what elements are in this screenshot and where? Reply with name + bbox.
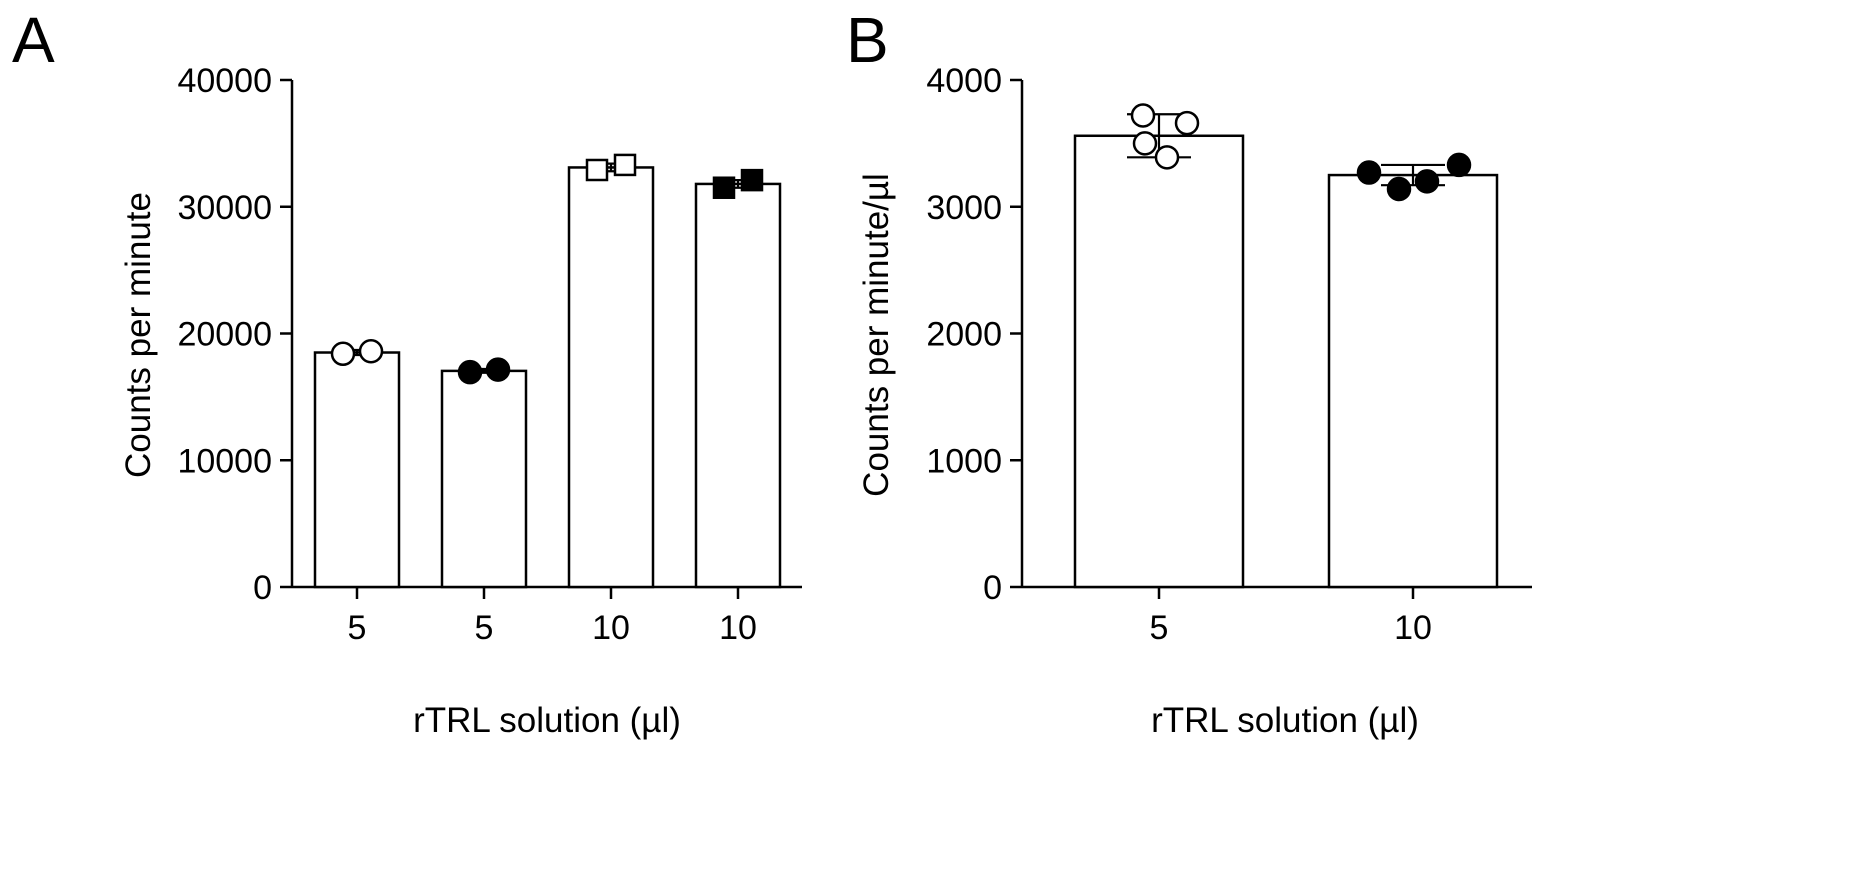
panel-a: A Counts per minute rTRL solution (µl) 0… (12, 4, 802, 740)
y-tick-label: 1000 (926, 442, 1002, 480)
y-tick-label: 30000 (177, 189, 272, 227)
y-tick-label: 10000 (177, 442, 272, 480)
data-point (358, 338, 384, 364)
x-tick-label: 10 (719, 609, 757, 647)
y-tick-label: 2000 (926, 316, 1002, 354)
data-point (1174, 110, 1200, 136)
data-point (1356, 160, 1382, 185)
bar (440, 369, 528, 589)
data-point (1132, 131, 1158, 156)
x-tick-label: 5 (1150, 609, 1169, 647)
x-axis-title: rTRL solution (µl) (413, 701, 681, 740)
x-tick-label: 5 (348, 609, 367, 647)
x-tick-label: 5 (475, 609, 494, 647)
y-tick-label: 40000 (177, 62, 272, 100)
data-point (485, 357, 511, 382)
panel-label-a: A (12, 4, 55, 76)
data-point (613, 153, 637, 177)
bar (694, 182, 782, 589)
bar (1327, 173, 1499, 589)
data-point (712, 176, 736, 199)
data-point (1414, 169, 1440, 194)
bar (313, 351, 401, 589)
y-axis-title: Counts per minute (119, 192, 158, 478)
y-tick-label: 20000 (177, 316, 272, 354)
data-point (1446, 152, 1472, 178)
y-tick-label: 0 (983, 569, 1002, 607)
x-tick-label: 10 (592, 609, 630, 647)
data-point (740, 168, 764, 192)
y-axis-title: Counts per minute/µl (857, 173, 896, 497)
y-tick-label: 0 (253, 569, 272, 607)
y-tick-label: 4000 (926, 62, 1002, 100)
panel-label-b: B (846, 4, 889, 76)
data-point (1154, 145, 1180, 170)
data-point (330, 341, 356, 367)
panel-b: B Counts per minute/µl rTRL solution (µl… (846, 4, 1532, 740)
data-point (1386, 176, 1412, 202)
data-point (457, 359, 483, 385)
bar (1073, 134, 1245, 589)
x-tick-label: 10 (1394, 609, 1432, 647)
data-point (585, 158, 609, 182)
x-axis-title: rTRL solution (µl) (1151, 701, 1419, 740)
y-tick-label: 3000 (926, 189, 1002, 227)
bar (567, 166, 655, 589)
data-point (1130, 103, 1156, 128)
